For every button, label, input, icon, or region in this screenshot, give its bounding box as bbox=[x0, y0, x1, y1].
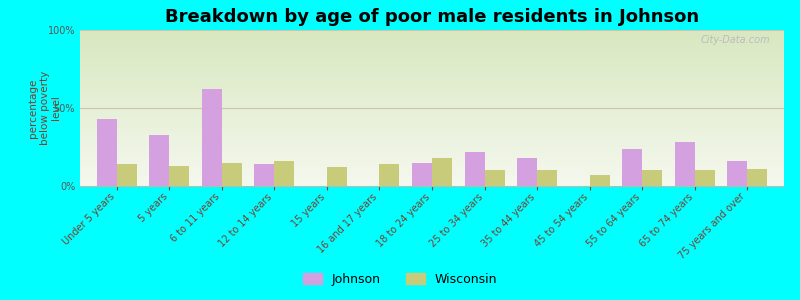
Bar bbox=[485, 170, 505, 186]
Bar bbox=[590, 175, 610, 186]
Bar bbox=[170, 166, 190, 186]
Bar bbox=[674, 142, 694, 186]
Bar bbox=[537, 170, 557, 186]
Bar bbox=[622, 148, 642, 186]
Bar bbox=[202, 89, 222, 186]
Bar bbox=[694, 170, 714, 186]
Bar bbox=[97, 119, 117, 186]
Title: Breakdown by age of poor male residents in Johnson: Breakdown by age of poor male residents … bbox=[165, 8, 699, 26]
Bar bbox=[222, 163, 242, 186]
Bar bbox=[727, 161, 747, 186]
Bar bbox=[150, 134, 170, 186]
Text: City-Data.com: City-Data.com bbox=[700, 35, 770, 45]
Bar bbox=[432, 158, 452, 186]
Bar bbox=[465, 152, 485, 186]
Bar bbox=[117, 164, 137, 186]
Bar bbox=[274, 161, 294, 186]
Bar bbox=[254, 164, 274, 186]
Bar bbox=[327, 167, 347, 186]
Bar bbox=[642, 170, 662, 186]
Bar bbox=[379, 164, 399, 186]
Legend: Johnson, Wisconsin: Johnson, Wisconsin bbox=[298, 268, 502, 291]
Bar bbox=[517, 158, 537, 186]
Bar bbox=[412, 163, 432, 186]
Bar bbox=[747, 169, 767, 186]
Y-axis label: percentage
below poverty
level: percentage below poverty level bbox=[28, 71, 62, 145]
